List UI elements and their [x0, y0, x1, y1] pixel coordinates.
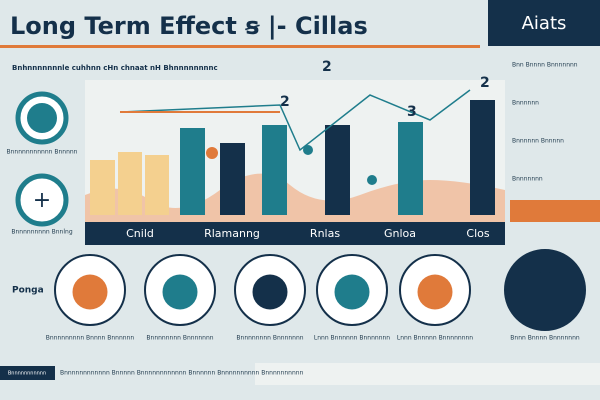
icon-figure — [72, 274, 108, 310]
trend-line — [119, 89, 471, 152]
icon — [27, 103, 57, 133]
left-item: Bnnnnnnnnn Bnnlng — [11, 229, 72, 236]
title-rule — [0, 45, 480, 48]
footer-left: Bnnnnnnnnnnn — [8, 371, 46, 377]
annotation: 2 — [322, 59, 332, 75]
note: Bnnnnnn — [512, 100, 539, 107]
badge-box — [488, 0, 600, 46]
caption: Bnnnnnnnnn Bnnnn Bnnnnnn — [46, 335, 135, 342]
category-label: Clos — [466, 227, 489, 240]
bar — [470, 100, 495, 215]
icon-figure — [417, 274, 453, 310]
note: Bnnnnnn Bnnnnn — [512, 138, 564, 145]
annotation: 2 — [280, 94, 290, 110]
category-label: Rnlas — [310, 227, 340, 240]
icon-figure — [252, 274, 288, 310]
caption: Bnnn Bnnnn Bnnnnnnn — [510, 335, 580, 342]
bar — [325, 125, 350, 215]
bar — [90, 160, 115, 215]
marker — [367, 175, 377, 185]
left-item: Bnnnnnnnnnnn Bnnnnn — [7, 149, 78, 156]
category-label: Gnloa — [384, 227, 416, 240]
icon — [15, 173, 69, 227]
icon-figure — [525, 272, 565, 312]
category-label: Rlamanng — [204, 227, 260, 240]
note: Bnn Bnnnn Bnnnnnnn — [512, 62, 578, 69]
annotation: 2 — [480, 75, 490, 91]
bar — [220, 143, 245, 215]
icon-figure — [334, 274, 370, 310]
note: Bnnnnnnn — [512, 176, 543, 183]
category-band — [85, 222, 505, 245]
badge: Aiats — [522, 13, 567, 34]
caption: Bnnnnnnnn Bnnnnnnn — [146, 335, 213, 342]
caption: Lnnn Bnnnnnn Bnnnnnnn — [314, 335, 390, 342]
footer-text: Bnnnnnnnnnnnn Bnnnnn Bnnnnnnnnnnnn Bnnnn… — [60, 370, 304, 377]
icon-figure — [162, 274, 198, 310]
chart-area — [85, 80, 505, 245]
footer-box — [0, 366, 55, 380]
bar — [118, 152, 142, 215]
category-label: Cnild — [126, 227, 154, 240]
bar — [398, 122, 423, 215]
title: Long Term Effect ꞩ |- Cillas — [10, 12, 368, 40]
caption: Lnnn Bnnnnn Bnnnnnnnn — [397, 335, 473, 342]
marker — [303, 145, 313, 155]
subtitle: Bnhnnnnnnnle cuhhnn cHn chnaat nH Bhnnnn… — [12, 64, 218, 72]
annotation: 3 — [407, 104, 417, 120]
footer-panel — [255, 363, 600, 385]
marker — [206, 147, 218, 159]
icon-plus: + — [33, 188, 51, 213]
bottom-label: Ponga — [12, 286, 44, 296]
bar — [145, 155, 169, 215]
bar — [262, 125, 287, 215]
bar — [180, 128, 205, 215]
caption: Bnnnnnnnn Bnnnnnnn — [236, 335, 303, 342]
note-box — [510, 200, 600, 222]
